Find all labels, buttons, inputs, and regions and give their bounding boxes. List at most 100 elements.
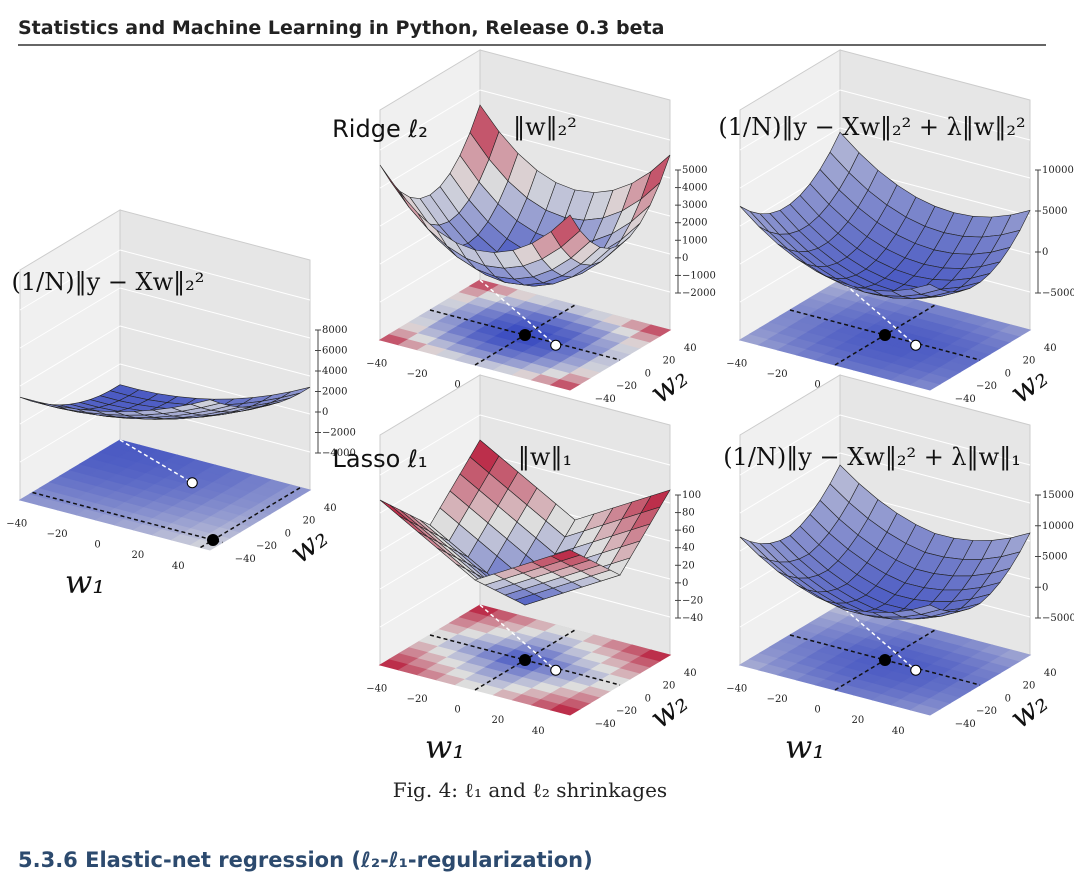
z-tick-label: 2000 bbox=[322, 387, 347, 398]
row-label: Ridge ℓ₂ bbox=[332, 115, 428, 143]
figure-caption: Fig. 4: ℓ₁ and ℓ₂ shrinkages bbox=[393, 778, 667, 802]
y-tick-label: −40 bbox=[595, 394, 616, 405]
dashed-line bbox=[839, 604, 917, 671]
y-tick-label: 40 bbox=[684, 668, 697, 679]
x-tick-label: −20 bbox=[407, 694, 428, 705]
surface-patch bbox=[910, 283, 941, 295]
solution-dot bbox=[550, 339, 562, 351]
wall-grid bbox=[19, 363, 121, 425]
z-tick-label: −40 bbox=[682, 613, 703, 624]
x-tick-label: 0 bbox=[814, 705, 820, 716]
x-tick-label: 0 bbox=[94, 540, 100, 551]
z-tick-label: 3000 bbox=[682, 200, 707, 211]
z-tick-label: 8000 bbox=[322, 325, 347, 336]
y-tick-label: −40 bbox=[955, 719, 976, 730]
y-tick-label: −40 bbox=[955, 394, 976, 405]
y-axis-label: w₂ bbox=[1004, 685, 1055, 736]
z-tick-label: −2000 bbox=[322, 428, 356, 439]
y-tick-label: 40 bbox=[1044, 343, 1057, 354]
y-tick-label: 40 bbox=[324, 503, 337, 514]
panel-title: ‖w‖₁ bbox=[518, 443, 572, 472]
wall-grid bbox=[119, 325, 311, 377]
y-axis-label: w₂ bbox=[284, 520, 335, 571]
floor-contour bbox=[639, 649, 672, 662]
z-tick-label: 0 bbox=[1042, 247, 1048, 258]
x-tick-label: −20 bbox=[47, 529, 68, 540]
y-tick-label: 0 bbox=[645, 693, 651, 704]
x-tick-label: −40 bbox=[366, 358, 387, 369]
floor-contour bbox=[999, 649, 1032, 662]
dashed-line bbox=[200, 486, 301, 549]
z-tick-label: 0 bbox=[322, 407, 328, 418]
x-tick-label: −40 bbox=[726, 683, 747, 694]
z-tick-label: −2000 bbox=[682, 288, 716, 299]
wall-grid bbox=[839, 89, 1031, 141]
surface-patch bbox=[910, 604, 941, 615]
solution-dot bbox=[519, 654, 531, 666]
z-tick-label: 5000 bbox=[682, 165, 707, 176]
z-tick-label: 10000 bbox=[1042, 165, 1074, 176]
y-tick-label: 40 bbox=[1044, 668, 1057, 679]
solution-dot bbox=[879, 329, 891, 341]
z-tick-label: 5000 bbox=[1042, 206, 1067, 217]
wall-grid bbox=[119, 363, 311, 415]
x-tick-label: 40 bbox=[532, 726, 545, 737]
wall-grid bbox=[739, 414, 841, 476]
wall-grid bbox=[379, 566, 481, 628]
wall-grid bbox=[839, 414, 1031, 466]
x-tick-label: −20 bbox=[767, 694, 788, 705]
wall-grid bbox=[379, 89, 481, 151]
floor-contour bbox=[999, 324, 1032, 337]
x-tick-label: 0 bbox=[814, 380, 820, 391]
wall-grid bbox=[739, 89, 841, 151]
z-tick-label: 10000 bbox=[1042, 521, 1074, 532]
solution-dot bbox=[910, 339, 922, 351]
surface-patch bbox=[189, 399, 222, 409]
z-tick-label: −5000 bbox=[1042, 288, 1074, 299]
dashed-line bbox=[479, 279, 557, 346]
solution-dot bbox=[910, 664, 922, 676]
y-tick-label: −20 bbox=[976, 706, 997, 717]
z-tick-label: 2000 bbox=[682, 218, 707, 229]
x-tick-label: 40 bbox=[172, 561, 185, 572]
panel-title: (1/N)‖y − Xw‖₂² bbox=[12, 268, 205, 297]
wall-grid bbox=[119, 287, 311, 339]
x-tick-label: −20 bbox=[407, 369, 428, 380]
y-tick-label: −20 bbox=[616, 381, 637, 392]
wall-grid bbox=[839, 127, 1031, 179]
wall-grid bbox=[19, 249, 121, 311]
wall-grid bbox=[479, 452, 671, 504]
y-tick-label: 0 bbox=[1005, 368, 1011, 379]
x-axis-label: w₁ bbox=[65, 563, 105, 601]
header-title: Statistics and Machine Learning in Pytho… bbox=[18, 17, 664, 39]
y-axis-label: w₂ bbox=[1004, 360, 1055, 411]
y-tick-label: 20 bbox=[663, 681, 676, 692]
dashed-line bbox=[839, 279, 917, 346]
dashed-line bbox=[479, 604, 557, 671]
section-heading: 5.3.6 Elastic-net regression (ℓ₂-ℓ₁-regu… bbox=[18, 848, 593, 872]
solution-dot bbox=[186, 477, 198, 489]
z-tick-label: 100 bbox=[682, 490, 701, 501]
y-tick-label: 20 bbox=[303, 516, 316, 527]
solution-dot bbox=[519, 329, 531, 341]
z-tick-label: 4000 bbox=[682, 183, 707, 194]
x-axis-label: w₁ bbox=[785, 728, 825, 766]
x-tick-label: 0 bbox=[454, 705, 460, 716]
z-tick-label: 0 bbox=[1042, 582, 1048, 593]
y-axis-label: w₂ bbox=[644, 360, 695, 411]
x-tick-label: 20 bbox=[852, 715, 865, 726]
x-tick-label: −40 bbox=[6, 518, 27, 529]
wall-grid bbox=[479, 414, 671, 466]
wall-grid bbox=[19, 325, 121, 387]
panel-title: (1/N)‖y − Xw‖₂² + λ‖w‖₁ bbox=[723, 443, 1021, 472]
y-tick-label: 0 bbox=[1005, 693, 1011, 704]
z-tick-label: 4000 bbox=[322, 366, 347, 377]
dashed-line bbox=[32, 491, 223, 544]
solution-dot bbox=[207, 534, 219, 546]
floor-contour bbox=[279, 484, 312, 497]
surface-patch bbox=[550, 549, 581, 562]
y-tick-label: 40 bbox=[684, 343, 697, 354]
y-tick-label: 20 bbox=[1023, 356, 1036, 367]
wall-grid bbox=[379, 414, 481, 476]
solution-dot bbox=[550, 664, 562, 676]
